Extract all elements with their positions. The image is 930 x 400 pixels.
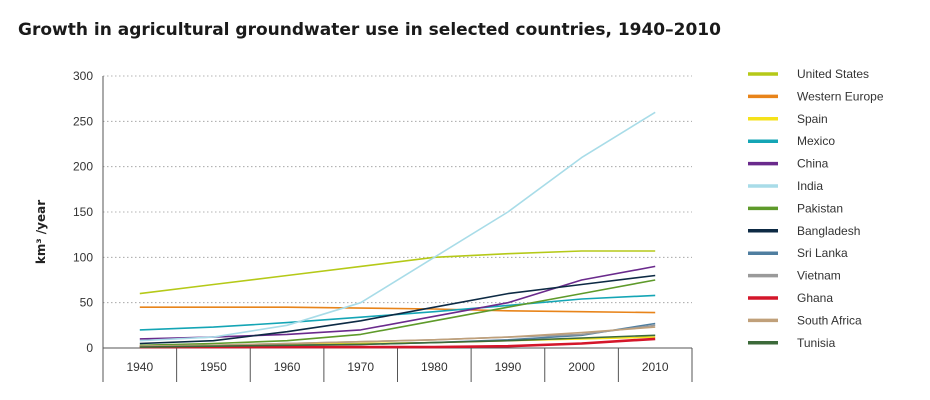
series-lines [139, 111, 656, 349]
x-tick-label: 1940 [126, 360, 153, 374]
x-tick-label: 1980 [421, 360, 448, 374]
legend: United States Western Europe Spain Mexico Ch… [748, 67, 884, 350]
legend-label-south-africa: South Africa [797, 313, 862, 327]
y-tick-label: 50 [80, 296, 94, 310]
x-tick-label: 2010 [642, 360, 669, 374]
series-line-pakistan [139, 279, 656, 347]
series-line-western-europe [139, 306, 656, 314]
series-line-united-states [139, 250, 656, 295]
x-tick-label: 1990 [495, 360, 522, 374]
y-tick-label: 0 [86, 341, 93, 355]
legend-label-tunisia: Tunisia [797, 336, 836, 350]
chart-title: Growth in agricultural groundwater use i… [18, 20, 721, 40]
legend-label-sri-lanka: Sri Lanka [797, 246, 848, 260]
series-line-ghana [139, 337, 656, 349]
series-line-south-africa [139, 326, 656, 347]
series-line-china [139, 265, 656, 340]
gridlines [103, 75, 692, 304]
legend-label-india: India [797, 179, 823, 193]
series-line-tunisia [139, 334, 656, 348]
y-tick-label: 100 [73, 250, 93, 264]
y-axis-label: km³ /year [34, 200, 48, 264]
axes: 0 50 100 150 200 250 300 1940 1950 1960 1970 1980 19… [73, 69, 693, 382]
legend-label-spain: Spain [797, 112, 828, 126]
y-tick-label: 150 [73, 205, 93, 219]
y-tick-label: 200 [73, 160, 93, 174]
legend-label-western-europe: Western Europe [797, 89, 884, 103]
x-tick-label: 1960 [274, 360, 301, 374]
legend-label-bangladesh: Bangladesh [797, 224, 860, 238]
y-tick-label: 250 [73, 114, 93, 128]
legend-label-mexico: Mexico [797, 134, 835, 148]
x-tick-label: 1970 [347, 360, 374, 374]
x-tick-label: 2000 [568, 360, 595, 374]
legend-label-vietnam: Vietnam [797, 269, 841, 283]
x-tick-label: 1950 [200, 360, 227, 374]
y-tick-label: 300 [73, 69, 93, 83]
legend-label-pakistan: Pakistan [797, 201, 843, 215]
series-line-india [139, 111, 656, 342]
legend-label-united-states: United States [797, 67, 869, 81]
legend-label-ghana: Ghana [797, 291, 833, 305]
series-line-bangladesh [139, 274, 656, 345]
legend-label-china: China [797, 157, 829, 171]
series-line-mexico [139, 294, 656, 331]
